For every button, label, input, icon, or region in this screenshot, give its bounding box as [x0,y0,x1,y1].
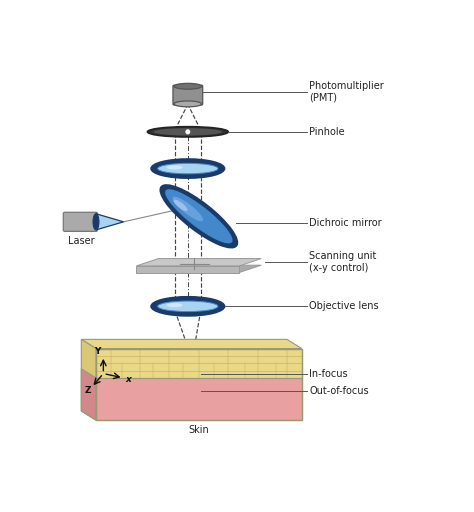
Polygon shape [82,369,96,420]
Ellipse shape [166,303,182,307]
Ellipse shape [174,83,201,89]
Ellipse shape [158,301,218,312]
Ellipse shape [165,189,233,243]
Ellipse shape [173,200,187,211]
Text: Skin: Skin [189,425,209,435]
Polygon shape [137,265,261,272]
Ellipse shape [158,163,218,174]
Text: Pinhole: Pinhole [309,127,345,137]
Ellipse shape [151,297,225,316]
Text: Dichroic mirror: Dichroic mirror [309,218,382,228]
Text: Out-of-focus: Out-of-focus [309,386,369,396]
Ellipse shape [147,126,228,137]
Bar [96,378,301,420]
Ellipse shape [151,159,225,178]
Text: Scanning unit
(x-y control): Scanning unit (x-y control) [309,251,376,273]
Text: Y: Y [94,347,100,356]
Text: Photomultiplier
(PMT): Photomultiplier (PMT) [309,81,384,103]
Text: Objective lens: Objective lens [309,302,379,311]
Ellipse shape [185,129,190,134]
FancyBboxPatch shape [64,212,98,231]
Polygon shape [137,266,239,272]
Polygon shape [96,214,124,230]
Bar [96,349,301,420]
Text: In-focus: In-focus [309,369,347,379]
Text: Laser: Laser [68,236,95,246]
Ellipse shape [174,101,201,107]
Text: x: x [125,375,131,385]
Ellipse shape [154,128,222,136]
Text: Z: Z [85,386,91,395]
Ellipse shape [93,214,99,230]
Polygon shape [82,339,301,349]
Polygon shape [137,259,261,266]
Ellipse shape [173,197,203,221]
Polygon shape [82,339,96,420]
Bar [96,349,301,378]
Ellipse shape [160,185,237,248]
FancyBboxPatch shape [173,85,203,105]
Ellipse shape [166,165,182,169]
